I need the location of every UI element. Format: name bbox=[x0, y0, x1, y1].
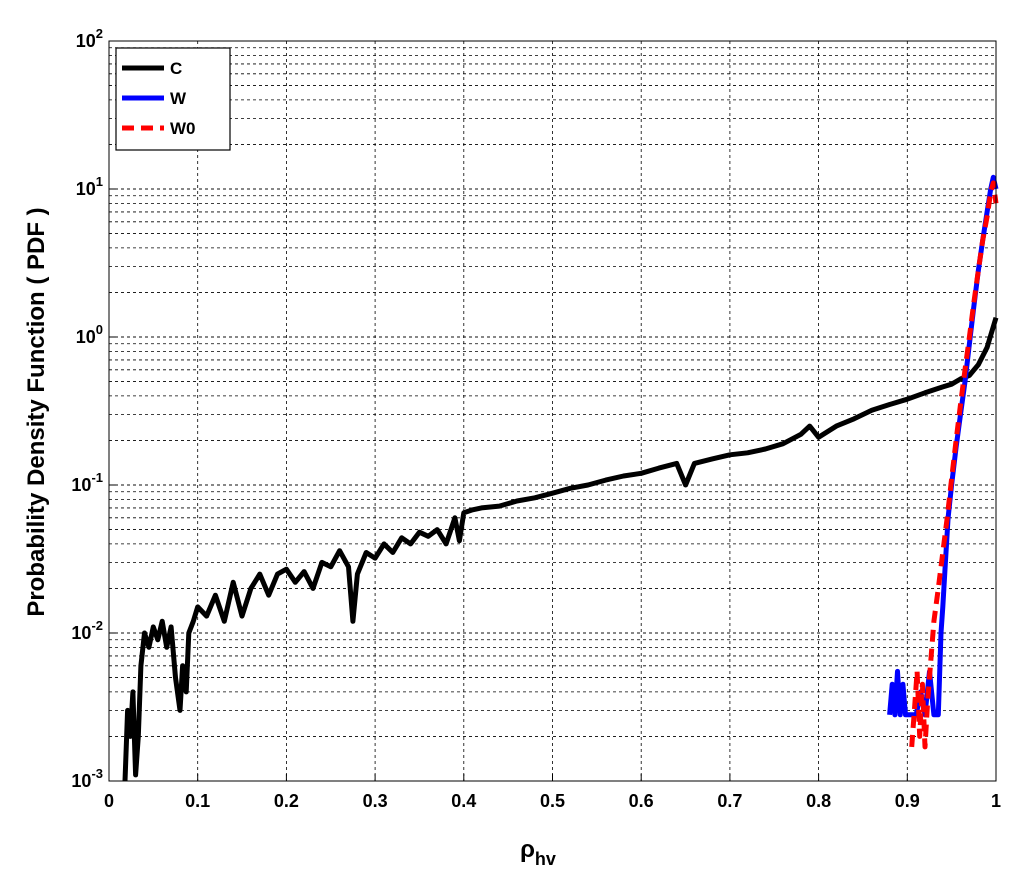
x-tick-label: 0.2 bbox=[274, 791, 299, 811]
x-tick-labels: 0 0.1 0.2 0.3 0.4 0.5 0.6 0.7 0.8 0.9 1 bbox=[104, 774, 1001, 811]
x-tick-label: 0.9 bbox=[895, 791, 920, 811]
y-tick-label: 101 bbox=[76, 174, 103, 199]
x-tick-label: 0.6 bbox=[629, 791, 654, 811]
series-line-c bbox=[122, 316, 999, 782]
legend-label-c: C bbox=[170, 59, 182, 78]
x-tick-label: 0 bbox=[104, 791, 114, 811]
series-line-w0 bbox=[909, 180, 999, 750]
legend-label-w0: W0 bbox=[170, 119, 196, 138]
y-tick-label: 10-2 bbox=[71, 618, 103, 643]
y-tick-label: 10-3 bbox=[71, 766, 103, 791]
x-tick-label: 0.5 bbox=[540, 791, 565, 811]
legend: CW W0 bbox=[115, 47, 231, 151]
x-tick-label: 0.7 bbox=[717, 791, 742, 811]
y-tick-labels: 10-3 10-2 10-1 100 101 102 bbox=[71, 26, 116, 791]
y-tick-label: 102 bbox=[76, 26, 103, 51]
series-layer bbox=[122, 174, 999, 782]
x-tick-label: 1 bbox=[991, 791, 1001, 811]
y-tick-label: 100 bbox=[76, 322, 103, 347]
grid-lines bbox=[108, 40, 997, 782]
x-tick-label: 0.8 bbox=[806, 791, 831, 811]
legend-label-w: W bbox=[170, 89, 187, 108]
x-axis-label: ρhv bbox=[520, 836, 556, 869]
y-tick-label: 10-1 bbox=[71, 470, 103, 495]
x-tick-label: 0.3 bbox=[363, 791, 388, 811]
x-tick-label: 0.4 bbox=[451, 791, 476, 811]
y-axis-label: Probability Density Function ( PDF ) bbox=[23, 207, 50, 616]
x-tick-label: 0.1 bbox=[185, 791, 210, 811]
